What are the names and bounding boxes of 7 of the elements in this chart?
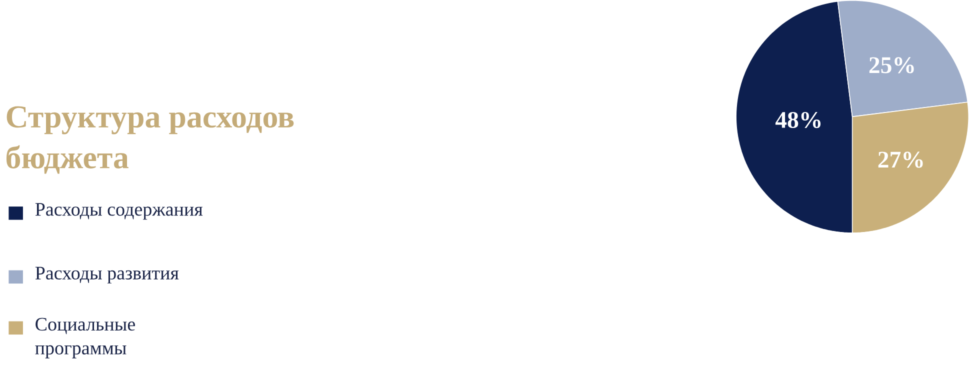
text: Структура расходов бюджета [6, 106, 294, 174]
legend-label: Социальные программы [35, 318, 135, 359]
legend-label: Расходы развития [35, 267, 179, 284]
data-label: 27% [878, 152, 923, 168]
legend-label: Расходы содержания [35, 203, 203, 220]
data-label: 48% [775, 112, 821, 128]
data-label: 25% [869, 57, 914, 74]
